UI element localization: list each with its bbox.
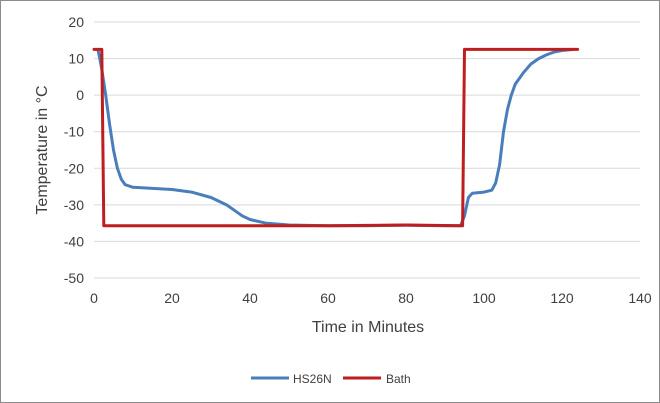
- legend-label-hs26n: HS26N: [293, 372, 332, 386]
- y-tick-label: -40: [64, 233, 84, 249]
- y-tick-label: 0: [76, 87, 84, 103]
- x-tick-label: 60: [320, 290, 336, 306]
- y-axis-title: Temperature in °C: [34, 85, 51, 214]
- y-tick-label: -30: [64, 197, 84, 213]
- x-tick-label: 0: [90, 290, 98, 306]
- x-tick-label: 20: [164, 290, 180, 306]
- x-tick-label: 40: [242, 290, 258, 306]
- y-tick-label: -50: [64, 270, 84, 286]
- x-tick-labels: 0 20 40 60 80 100 120 140: [90, 290, 652, 306]
- series-line-bath: [92, 47, 580, 228]
- y-tick-labels: 20 10 0 -10 -20 -30 -40 -50: [64, 14, 84, 286]
- gridlines: [94, 21, 640, 279]
- legend: HS26N Bath: [251, 372, 411, 386]
- x-tick-label: 120: [550, 290, 574, 306]
- legend-label-bath: Bath: [386, 372, 411, 386]
- y-tick-label: -10: [64, 124, 84, 140]
- y-tick-label: 20: [68, 14, 84, 30]
- series-lines: [92, 47, 580, 228]
- x-tick-label: 140: [628, 290, 652, 306]
- x-tick-label: 80: [398, 290, 414, 306]
- y-tick-label: 10: [68, 51, 84, 67]
- series-line-hs26n: [96, 47, 576, 228]
- x-tick-label: 100: [472, 290, 496, 306]
- x-axis-title: Time in Minutes: [312, 319, 424, 336]
- y-tick-label: -20: [64, 160, 84, 176]
